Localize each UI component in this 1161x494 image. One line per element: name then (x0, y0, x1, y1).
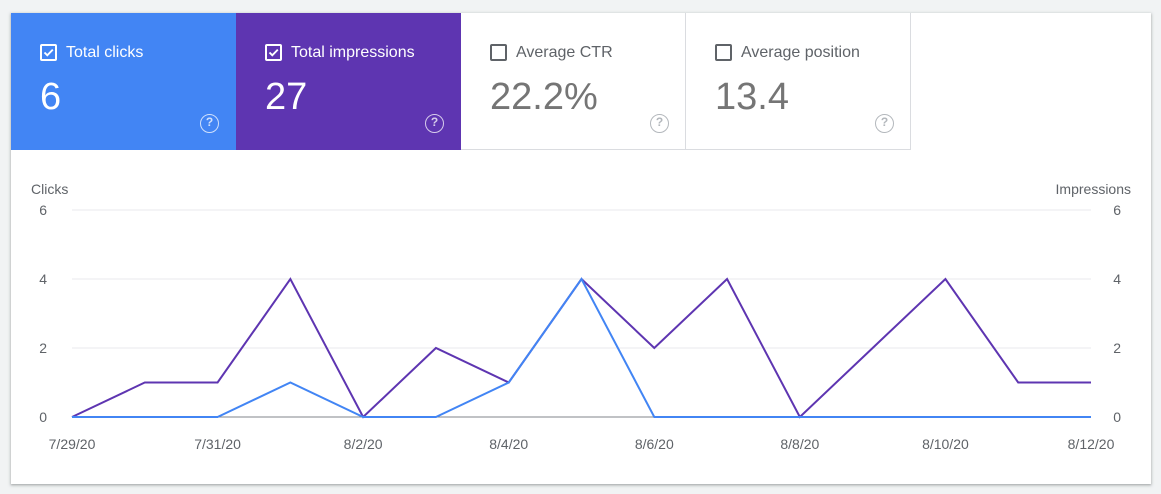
help-circle-icon[interactable]: ? (650, 114, 669, 133)
y-tick-label-left: 6 (39, 202, 47, 218)
x-tick-label: 8/10/20 (922, 436, 969, 452)
metric-average-ctr[interactable]: Average CTR 22.2% ? (461, 13, 686, 150)
y-tick-label-right: 4 (1113, 271, 1121, 287)
help-circle-icon[interactable]: ? (425, 114, 444, 133)
y-tick-label-right: 0 (1113, 409, 1121, 425)
checkbox-unchecked-icon[interactable] (715, 44, 732, 61)
performance-card: Total clicks 6 ? Total impressions 27 ? … (11, 13, 1151, 484)
metric-label: Total impressions (291, 44, 415, 61)
help-circle-icon[interactable]: ? (200, 114, 219, 133)
y-tick-label-left: 0 (39, 409, 47, 425)
series-line-clicks (72, 277, 1091, 418)
metric-value: 22.2% (490, 76, 598, 118)
x-tick-label: 7/29/20 (49, 436, 96, 452)
metric-value: 27 (265, 76, 308, 118)
x-tick-label: 8/12/20 (1068, 436, 1115, 452)
metric-value: 13.4 (715, 76, 789, 118)
x-tick-label: 8/4/20 (489, 436, 528, 452)
x-tick-label: 8/6/20 (635, 436, 674, 452)
metric-label: Total clicks (66, 44, 144, 61)
x-tick-label: 8/2/20 (344, 436, 383, 452)
y-axis-label-right: Impressions (1056, 181, 1131, 197)
y-axis-label-left: Clicks (31, 181, 68, 197)
metric-total-clicks[interactable]: Total clicks 6 ? (11, 13, 236, 150)
help-circle-icon[interactable]: ? (875, 114, 894, 133)
y-tick-label-right: 2 (1113, 340, 1121, 356)
metric-value: 6 (40, 76, 62, 118)
metric-total-impressions[interactable]: Total impressions 27 ? (236, 13, 461, 150)
checkbox-checked-icon[interactable] (265, 44, 282, 61)
performance-line-chart: Clicks Impressions 0 0 2 2 4 4 6 6 7/29/20 7/31/2… (31, 181, 1131, 452)
metric-label: Average CTR (516, 44, 613, 61)
metric-average-position[interactable]: Average position 13.4 ? (686, 13, 911, 150)
checkbox-unchecked-icon[interactable] (490, 44, 507, 61)
y-tick-label-right: 6 (1113, 202, 1121, 218)
metric-tabs: Total clicks 6 ? Total impressions 27 ? … (11, 13, 911, 150)
y-tick-label-left: 4 (39, 271, 47, 287)
x-tick-label: 7/31/20 (194, 436, 241, 452)
y-tick-label-left: 2 (39, 340, 47, 356)
checkbox-checked-icon[interactable] (40, 44, 57, 61)
metric-label: Average position (741, 44, 860, 61)
x-tick-label: 8/8/20 (780, 436, 819, 452)
